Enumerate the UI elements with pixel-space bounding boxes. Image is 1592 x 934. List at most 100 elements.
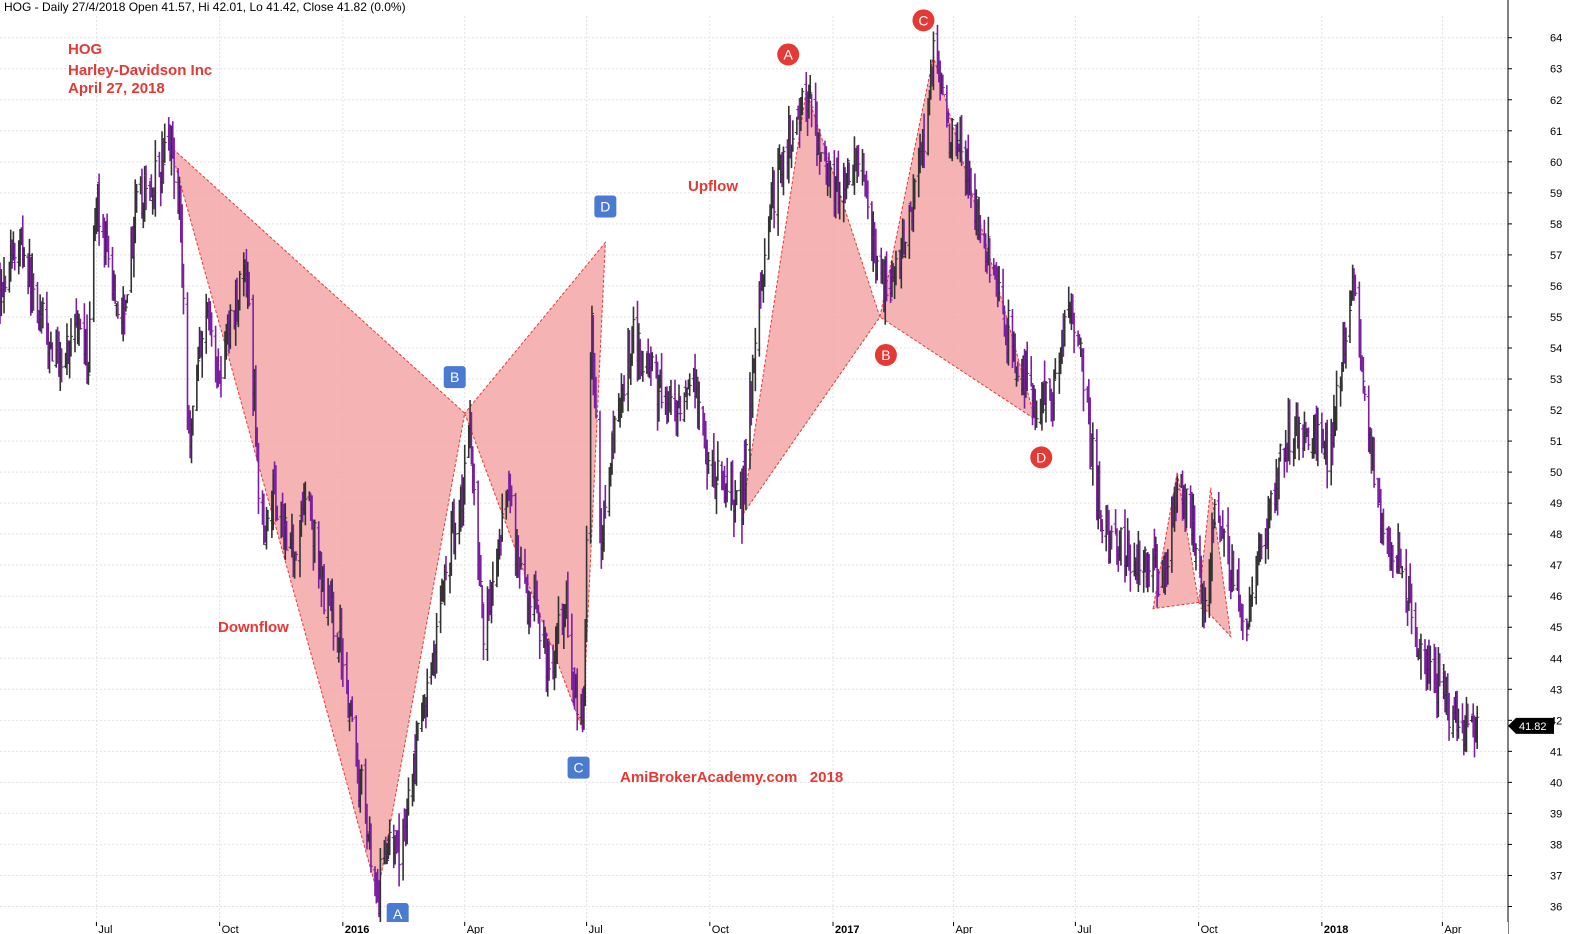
price-bar <box>800 87 805 116</box>
x-tick-label: Jul <box>589 924 603 934</box>
price-bar <box>1347 290 1352 344</box>
price-bar <box>86 361 91 385</box>
price-bar <box>247 271 252 307</box>
price-bar <box>685 387 690 410</box>
y-tick-label: 54 <box>1550 343 1562 355</box>
price-bar <box>593 376 598 419</box>
price-bar <box>1456 708 1461 739</box>
price-bar <box>143 165 148 211</box>
y-tick-label: 37 <box>1550 870 1562 882</box>
y-tick-label: 60 <box>1550 157 1562 169</box>
price-bar <box>364 803 369 850</box>
price-bar <box>1118 527 1123 566</box>
price-bar <box>565 571 570 638</box>
price-bar <box>3 275 8 293</box>
price-bar <box>1240 604 1245 640</box>
price-bar <box>1409 583 1414 635</box>
price-bar <box>944 85 949 128</box>
price-bar <box>190 405 195 436</box>
price-bar <box>312 519 317 563</box>
price-bar <box>200 331 205 378</box>
price-bar <box>845 158 850 189</box>
price-bar <box>1062 309 1067 347</box>
price-bar <box>31 273 36 311</box>
price-bar <box>622 375 627 402</box>
pattern-label-downflow-D: D <box>594 195 617 218</box>
price-bar <box>275 505 280 521</box>
price-bar <box>1090 422 1095 486</box>
y-axis-panel <box>1508 0 1592 934</box>
price-bar <box>547 641 552 681</box>
price-bar <box>406 777 411 816</box>
point-label-text: D <box>1036 449 1046 465</box>
price-bar <box>715 441 720 481</box>
price-bar <box>1029 356 1034 387</box>
price-bar <box>64 323 69 376</box>
price-bar <box>50 342 55 362</box>
price-bar <box>650 352 655 372</box>
price-bar <box>1025 341 1030 392</box>
price-bar <box>743 438 748 511</box>
price-bar <box>678 395 683 422</box>
price-bar <box>922 113 927 169</box>
price-bar <box>78 318 83 330</box>
price-bar <box>612 415 617 454</box>
x-tick-label: Jul <box>98 924 112 934</box>
price-bar <box>584 525 589 643</box>
price-bar <box>256 442 261 514</box>
harmonic-patterns <box>169 56 1232 895</box>
price-bar <box>1143 546 1148 573</box>
price-bar <box>640 350 645 382</box>
price-bar <box>68 318 73 357</box>
point-label-badge <box>443 366 466 389</box>
price-bar <box>153 140 158 217</box>
price-bar <box>113 274 118 304</box>
price-bar <box>668 379 673 415</box>
price-bar <box>500 493 505 542</box>
price-bar <box>631 306 636 354</box>
point-label-text: A <box>784 46 794 62</box>
price-bar <box>865 180 870 220</box>
price-bar <box>1212 499 1217 529</box>
price-bar <box>331 591 336 651</box>
price-bar <box>687 373 692 397</box>
price-bar <box>1193 543 1198 571</box>
price-bar <box>1428 645 1433 691</box>
point-label-badge <box>594 195 617 218</box>
price-bar <box>12 242 17 271</box>
x-tick-label: Oct <box>712 924 729 934</box>
price-bar <box>1218 515 1223 543</box>
x-axis: Jul Oct 2016 Apr Jul Oct 2017 Apr Jul Oct 2018 Apr <box>95 922 1462 934</box>
price-bar <box>1400 566 1405 579</box>
y-tick-label: 47 <box>1550 560 1562 572</box>
price-bar <box>912 178 917 210</box>
price-bar <box>490 561 495 606</box>
y-tick-label: 45 <box>1550 622 1562 634</box>
x-tick-label: Jul <box>1077 924 1091 934</box>
price-bar <box>837 181 842 220</box>
price-bar <box>209 312 214 347</box>
downflow-label: Downflow <box>218 619 289 636</box>
pattern-triangle-downflow <box>464 241 606 730</box>
pattern-triangle-upflow <box>741 90 881 516</box>
price-bar <box>283 503 288 560</box>
price-bar <box>434 612 439 674</box>
pattern-label-downflow-B: B <box>443 366 466 389</box>
price-bar <box>453 522 458 560</box>
x-tick-label: 2016 <box>345 924 369 934</box>
price-bar <box>1465 703 1470 728</box>
price-bar <box>122 294 127 335</box>
price-bar <box>1246 623 1251 630</box>
point-label-text: A <box>393 906 403 922</box>
price-bar <box>997 265 1002 302</box>
price-bar <box>1081 348 1086 412</box>
price-bar <box>172 137 177 200</box>
price-bar <box>959 115 964 166</box>
price-bar <box>1334 370 1339 431</box>
price-bar <box>903 241 908 259</box>
price-bar <box>875 255 880 281</box>
x-tick-label: 2017 <box>835 924 859 934</box>
price-bar <box>1165 549 1170 585</box>
price-bar <box>1297 416 1302 461</box>
